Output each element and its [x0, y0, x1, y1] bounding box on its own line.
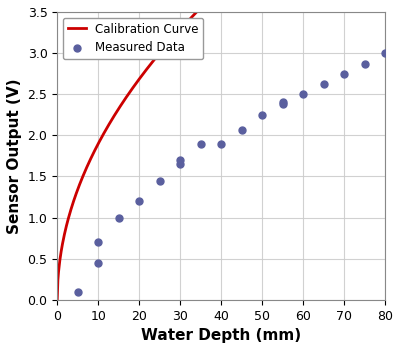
- Legend: Calibration Curve, Measured Data: Calibration Curve, Measured Data: [63, 18, 203, 59]
- Measured Data: [280, 101, 286, 107]
- Measured Data: [320, 82, 327, 87]
- X-axis label: Water Depth (mm): Water Depth (mm): [141, 328, 301, 343]
- Measured Data: [259, 112, 265, 118]
- Line: Calibration Curve: Calibration Curve: [57, 0, 385, 300]
- Measured Data: [136, 198, 142, 204]
- Measured Data: [198, 141, 204, 146]
- Calibration Curve: [55, 298, 60, 302]
- Measured Data: [177, 157, 183, 163]
- Measured Data: [238, 127, 245, 132]
- Measured Data: [382, 50, 388, 56]
- Measured Data: [95, 239, 102, 245]
- Measured Data: [116, 215, 122, 220]
- Measured Data: [361, 61, 368, 66]
- Measured Data: [177, 161, 183, 167]
- Measured Data: [300, 91, 306, 97]
- Y-axis label: Sensor Output (V): Sensor Output (V): [7, 78, 22, 233]
- Measured Data: [341, 71, 347, 76]
- Measured Data: [218, 141, 224, 146]
- Measured Data: [74, 289, 81, 294]
- Measured Data: [156, 178, 163, 183]
- Measured Data: [95, 260, 102, 266]
- Measured Data: [280, 100, 286, 105]
